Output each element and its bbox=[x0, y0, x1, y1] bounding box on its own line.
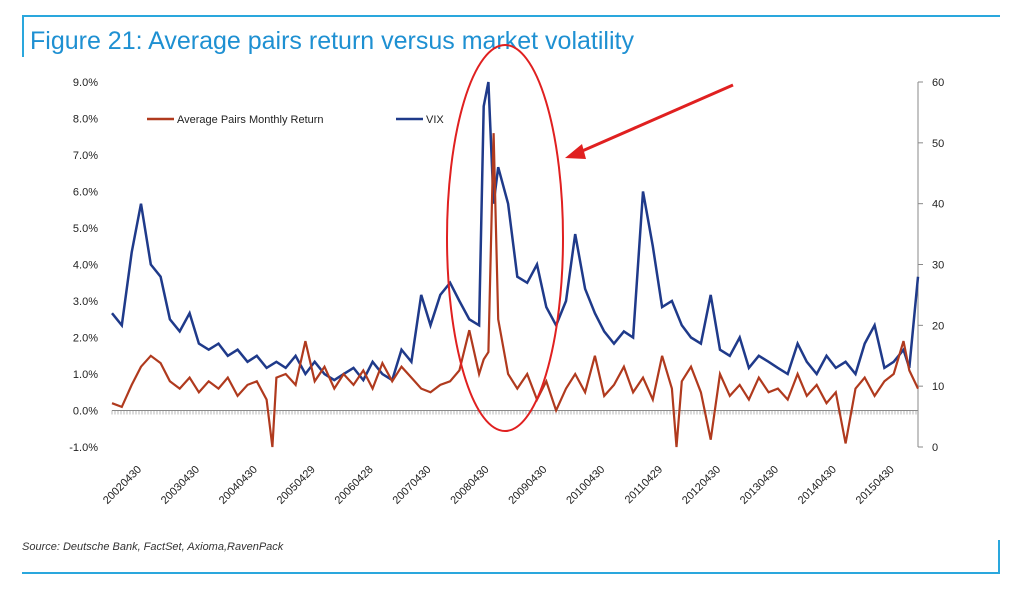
annotation-arrow-shaft bbox=[572, 83, 734, 157]
x-tick-label: 20050429 bbox=[275, 464, 318, 507]
right-tick-label: 0 bbox=[932, 442, 938, 454]
left-tick-label: 8.0% bbox=[73, 114, 98, 126]
left-tick-label: 2.0% bbox=[73, 333, 98, 345]
left-tick-label: 0.0% bbox=[73, 406, 98, 418]
source-note: Source: Deutsche Bank, FactSet, Axioma,R… bbox=[22, 541, 284, 553]
left-tick-label: 4.0% bbox=[73, 260, 98, 272]
highlight-ellipse bbox=[446, 44, 564, 432]
left-tick-label: 6.0% bbox=[73, 187, 98, 199]
legend-vix-label: VIX bbox=[426, 114, 444, 126]
right-border-rule bbox=[998, 540, 1000, 574]
legend-pairs-label: Average Pairs Monthly Return bbox=[177, 114, 324, 126]
x-tick-label: 20020430 bbox=[101, 464, 144, 507]
left-tick-label: 7.0% bbox=[73, 150, 98, 162]
x-tick-label: 20140430 bbox=[796, 464, 839, 507]
x-tick-label: 20080430 bbox=[448, 464, 491, 507]
x-tick-label: 20110429 bbox=[623, 464, 666, 507]
right-tick-label: 30 bbox=[932, 260, 944, 272]
x-tick-label: 20150430 bbox=[854, 464, 897, 507]
right-tick-label: 40 bbox=[932, 199, 944, 211]
x-axis-ticks: 20020430 20030430 20040430 20050429 20060428… bbox=[101, 410, 917, 507]
x-tick-label: 20060428 bbox=[333, 464, 376, 507]
vix-series-line bbox=[111, 81, 920, 383]
right-tick-label: 50 bbox=[932, 138, 944, 150]
left-tick-label: 5.0% bbox=[73, 223, 98, 235]
bottom-border-rule bbox=[22, 572, 1000, 574]
left-axis-ticks: -1.0% 0.0% 1.0% 2.0% 3.0% 4.0% 5.0% 6.0% 7.0% 8.0… bbox=[69, 77, 98, 454]
left-tick-label: 1.0% bbox=[73, 369, 98, 381]
x-tick-label: 20030430 bbox=[159, 464, 202, 507]
x-tick-label: 20070430 bbox=[391, 464, 434, 507]
left-tick-label: 9.0% bbox=[73, 77, 98, 89]
right-tick-label: 60 bbox=[932, 77, 944, 89]
left-border-rule bbox=[22, 15, 24, 57]
x-tick-label: 20120430 bbox=[680, 464, 723, 507]
x-tick-label: 20100430 bbox=[564, 464, 607, 507]
x-tick-label: 20130430 bbox=[738, 464, 781, 507]
left-tick-label: 3.0% bbox=[73, 296, 98, 308]
right-tick-label: 20 bbox=[932, 320, 944, 332]
figure-title: Figure 21: Average pairs return versus m… bbox=[30, 27, 634, 55]
right-axis-ticks: 0 10 20 30 40 50 60 bbox=[918, 77, 944, 454]
pairs-series-line bbox=[111, 133, 919, 448]
annotation-arrow-head bbox=[565, 144, 586, 159]
chart-svg: -1.0% 0.0% 1.0% 2.0% 3.0% 4.0% 5.0% 6.0% 7.0% 8.0… bbox=[69, 44, 944, 507]
top-border-rule bbox=[22, 15, 1000, 17]
x-tick-label: 20090430 bbox=[506, 464, 549, 507]
right-tick-label: 10 bbox=[932, 381, 944, 393]
x-tick-label: 20040430 bbox=[217, 464, 260, 507]
left-tick-label: -1.0% bbox=[69, 442, 98, 454]
